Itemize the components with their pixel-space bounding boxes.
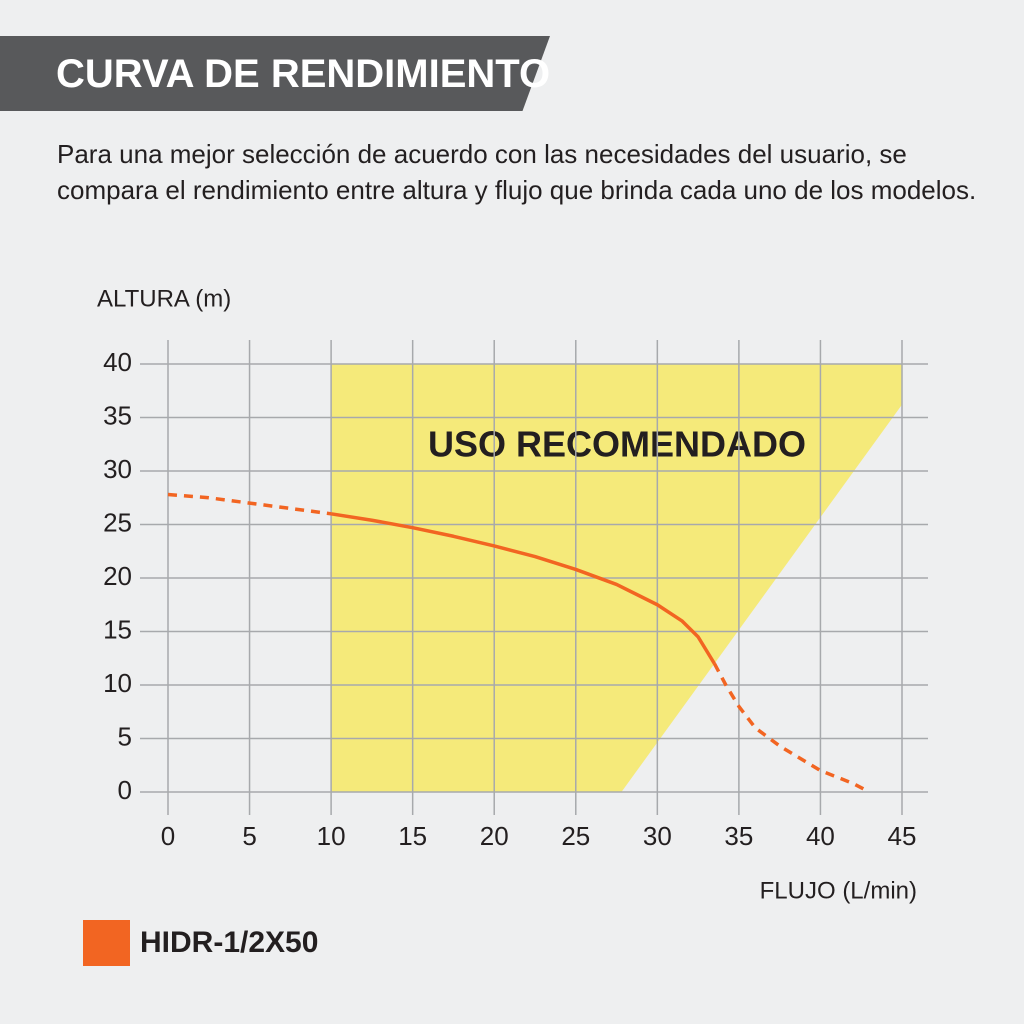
x-tick-label: 0	[161, 821, 175, 851]
x-tick-label: 20	[480, 821, 509, 851]
x-tick-label: 15	[398, 821, 427, 851]
performance-line	[330, 512, 716, 665]
description: Para una mejor selección de acuerdo con …	[57, 139, 977, 205]
x-tick-label: 10	[317, 821, 346, 851]
y-tick-label: 40	[103, 347, 132, 377]
y-tick-label: 0	[118, 775, 132, 805]
y-tick-label: 35	[103, 400, 132, 430]
y-tick-label: 30	[103, 454, 132, 484]
x-axis-title: FLUJO (L/min)	[760, 877, 917, 904]
region-label: USO RECOMENDADO	[428, 424, 806, 465]
y-tick-label: 5	[118, 721, 132, 751]
page-title: CURVA DE RENDIMIENTO	[56, 52, 551, 96]
x-tick-label: 30	[643, 821, 672, 851]
y-tick-label: 15	[103, 614, 132, 644]
legend-swatch	[83, 920, 130, 966]
x-tick-label: 25	[561, 821, 590, 851]
x-tick-label: 5	[242, 821, 256, 851]
title-banner	[0, 36, 550, 111]
y-tick-label: 20	[103, 561, 132, 591]
y-tick-label: 25	[103, 507, 132, 537]
y-axis-title: ALTURA (m)	[97, 285, 231, 312]
x-tick-label: 45	[888, 821, 917, 851]
y-tick-label: 10	[103, 668, 132, 698]
legend-label: HIDR-1/2X50	[140, 926, 318, 959]
x-tick-label: 40	[806, 821, 835, 851]
x-tick-label: 35	[724, 821, 753, 851]
performance-line	[712, 662, 871, 794]
performance-line	[167, 492, 332, 516]
